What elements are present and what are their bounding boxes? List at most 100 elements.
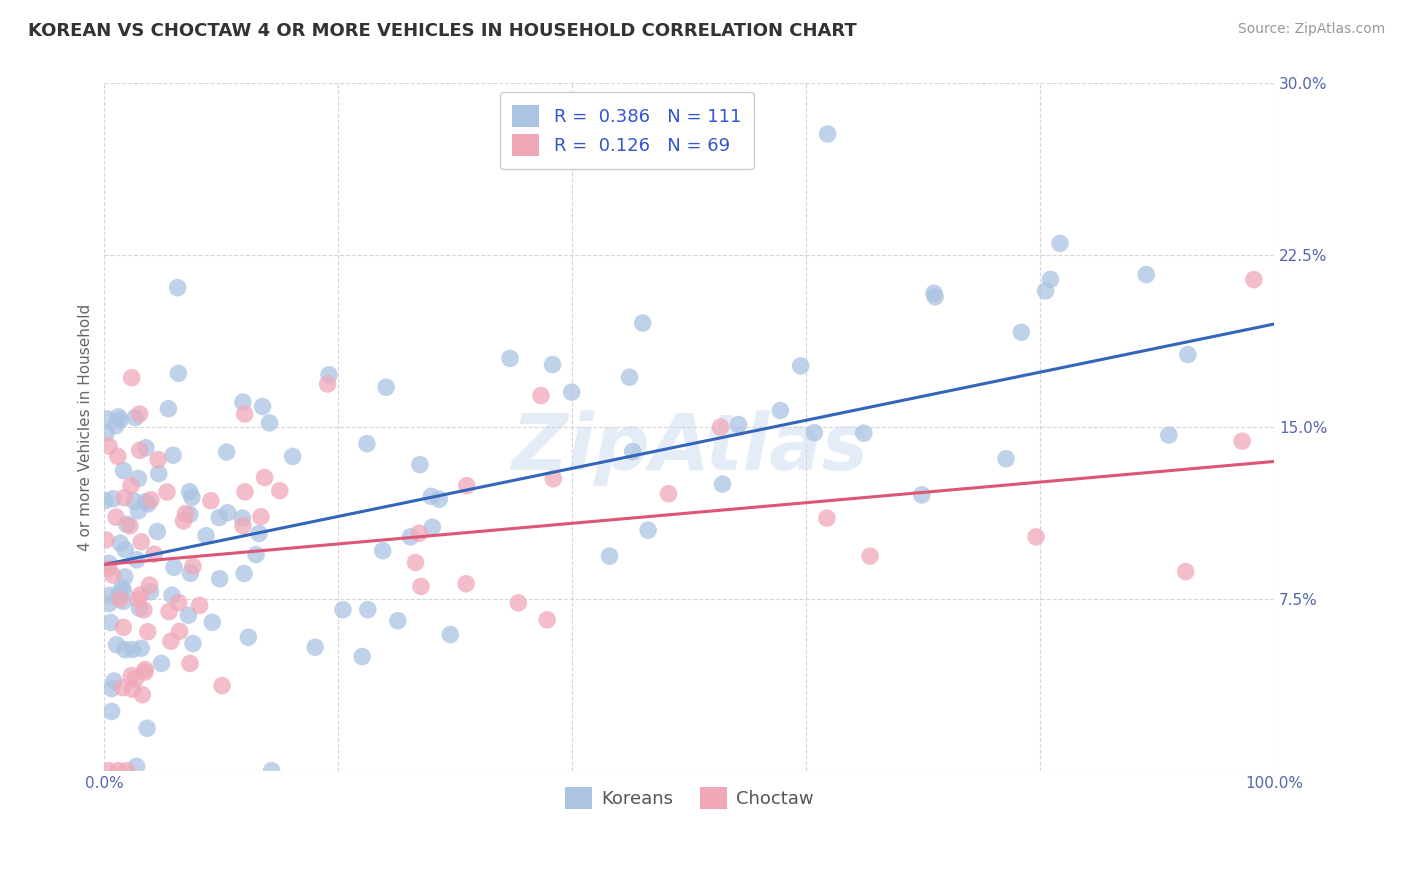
Point bbox=[94, 533, 117, 547]
Point bbox=[136, 721, 159, 735]
Point bbox=[536, 613, 558, 627]
Point bbox=[408, 526, 430, 541]
Point bbox=[233, 484, 256, 499]
Point bbox=[132, 603, 155, 617]
Point bbox=[352, 649, 374, 664]
Point bbox=[217, 506, 239, 520]
Point bbox=[409, 579, 432, 593]
Point bbox=[139, 584, 162, 599]
Point bbox=[181, 490, 204, 504]
Point bbox=[107, 588, 129, 602]
Point bbox=[238, 630, 260, 644]
Point bbox=[129, 588, 152, 602]
Point bbox=[543, 472, 565, 486]
Point bbox=[100, 705, 122, 719]
Point bbox=[112, 463, 135, 477]
Point bbox=[101, 568, 124, 582]
Point bbox=[124, 672, 146, 686]
Point bbox=[177, 608, 200, 623]
Point bbox=[104, 418, 127, 433]
Point bbox=[118, 518, 141, 533]
Point bbox=[456, 478, 478, 492]
Point bbox=[124, 410, 146, 425]
Point bbox=[160, 634, 183, 648]
Point bbox=[163, 560, 186, 574]
Point bbox=[281, 450, 304, 464]
Point bbox=[637, 523, 659, 537]
Point bbox=[143, 547, 166, 561]
Point bbox=[318, 368, 340, 382]
Point bbox=[631, 316, 654, 330]
Point bbox=[247, 526, 270, 541]
Point bbox=[769, 403, 792, 417]
Point bbox=[561, 385, 583, 400]
Point bbox=[1135, 268, 1157, 282]
Point bbox=[138, 578, 160, 592]
Point bbox=[1035, 284, 1057, 298]
Point bbox=[105, 638, 128, 652]
Point bbox=[1157, 428, 1180, 442]
Text: Source: ZipAtlas.com: Source: ZipAtlas.com bbox=[1237, 22, 1385, 37]
Point bbox=[121, 682, 143, 697]
Point bbox=[128, 407, 150, 421]
Point bbox=[125, 759, 148, 773]
Point bbox=[316, 377, 339, 392]
Point bbox=[114, 642, 136, 657]
Point bbox=[127, 592, 149, 607]
Point bbox=[420, 489, 443, 503]
Point bbox=[530, 388, 553, 402]
Point bbox=[94, 493, 117, 508]
Point bbox=[1232, 434, 1254, 449]
Point bbox=[139, 492, 162, 507]
Point bbox=[127, 471, 149, 485]
Point bbox=[110, 536, 132, 550]
Point bbox=[157, 401, 180, 416]
Point bbox=[172, 514, 194, 528]
Point bbox=[98, 439, 121, 453]
Point bbox=[160, 588, 183, 602]
Text: KOREAN VS CHOCTAW 4 OR MORE VEHICLES IN HOUSEHOLD CORRELATION CHART: KOREAN VS CHOCTAW 4 OR MORE VEHICLES IN … bbox=[28, 22, 856, 40]
Point bbox=[852, 426, 875, 441]
Point bbox=[100, 681, 122, 696]
Point bbox=[621, 444, 644, 458]
Point bbox=[169, 624, 191, 639]
Point bbox=[803, 425, 825, 440]
Point bbox=[1174, 565, 1197, 579]
Point bbox=[200, 493, 222, 508]
Point bbox=[387, 614, 409, 628]
Point bbox=[508, 596, 530, 610]
Point bbox=[129, 534, 152, 549]
Point bbox=[128, 601, 150, 615]
Point bbox=[127, 504, 149, 518]
Point bbox=[112, 594, 135, 608]
Point bbox=[146, 524, 169, 539]
Point bbox=[252, 400, 274, 414]
Point bbox=[110, 413, 132, 427]
Point bbox=[122, 494, 145, 508]
Point bbox=[599, 549, 621, 563]
Point bbox=[1243, 272, 1265, 286]
Point bbox=[711, 477, 734, 491]
Point bbox=[181, 636, 204, 650]
Point bbox=[817, 127, 839, 141]
Point bbox=[499, 351, 522, 366]
Point bbox=[541, 358, 564, 372]
Point bbox=[405, 556, 427, 570]
Point bbox=[103, 674, 125, 689]
Point bbox=[105, 510, 128, 524]
Point bbox=[456, 576, 478, 591]
Point bbox=[128, 443, 150, 458]
Point bbox=[107, 450, 129, 464]
Point bbox=[619, 370, 641, 384]
Point bbox=[166, 281, 188, 295]
Point bbox=[136, 624, 159, 639]
Point bbox=[101, 491, 124, 506]
Point bbox=[135, 495, 157, 509]
Point bbox=[259, 416, 281, 430]
Point bbox=[250, 509, 273, 524]
Point bbox=[789, 359, 811, 373]
Point bbox=[114, 570, 136, 584]
Point bbox=[427, 492, 450, 507]
Point bbox=[232, 518, 254, 533]
Point bbox=[107, 764, 129, 778]
